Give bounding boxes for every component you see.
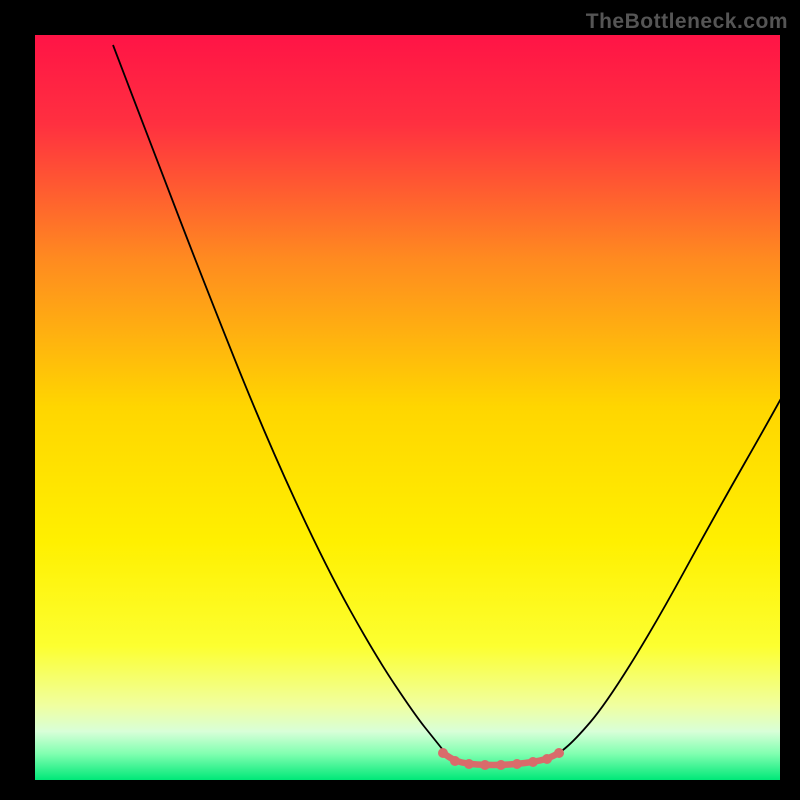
bottom-band-marker: [496, 760, 506, 770]
bottom-band-marker: [480, 760, 490, 770]
bottom-band-marker: [542, 754, 552, 764]
bottom-band-marker: [512, 759, 522, 769]
bottom-band-marker: [438, 748, 448, 758]
watermark-text: TheBottleneck.com: [586, 10, 788, 34]
plot-area: [35, 35, 780, 780]
plot-svg: [35, 35, 780, 780]
bottom-band-marker: [450, 756, 460, 766]
bottom-band-marker: [554, 748, 564, 758]
chart-root: TheBottleneck.com: [0, 0, 800, 800]
gradient-background: [35, 35, 780, 780]
bottom-band-marker: [528, 757, 538, 767]
bottom-band-marker: [464, 759, 474, 769]
